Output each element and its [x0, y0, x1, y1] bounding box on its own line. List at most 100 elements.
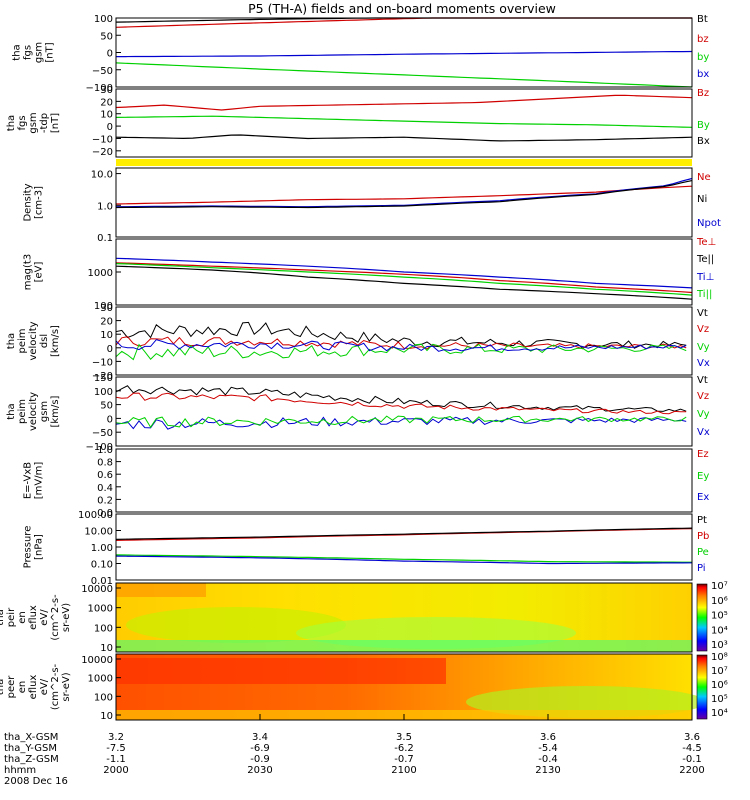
legend-label: Pi [697, 563, 706, 574]
series-black-line [115, 180, 693, 209]
ytick-label: 150 [94, 373, 113, 384]
ytick-label: −20 [92, 371, 113, 382]
ytick-label: 0.6 [97, 470, 113, 481]
colorbar [696, 654, 708, 720]
xtick-label: 2130 [535, 765, 560, 776]
panel-fgs_gsm: Bt bz by bx 100 50 0 −50 −100 tha fgs gsm [nT] [12, 14, 710, 94]
ytick-label: 0 [107, 49, 113, 60]
xtick-label: 3.4 [252, 732, 268, 743]
xtick-label: -7.5 [106, 743, 126, 754]
ylabel: [km/s] [50, 395, 61, 427]
ytick-label: 1.0 [97, 445, 113, 456]
legend-label: Pb [697, 531, 709, 542]
footer-row-label: tha_Y-GSM [4, 743, 57, 754]
legend-label: Vy [697, 409, 710, 420]
ytick-label: 10000 [81, 584, 113, 595]
ytick-label: 100 [94, 623, 113, 634]
ytick-label: 1000 [88, 604, 113, 615]
ytick-label: 1.00 [91, 543, 113, 554]
legend-label: Ey [697, 471, 709, 482]
date-label: 2008 Dec 16 [4, 776, 68, 787]
ytick-label: 10 [100, 643, 113, 654]
panel-density: Ne Ni Npot 10.0 1.0 0.1 Density [cm-3] [23, 167, 721, 244]
ylabel: tha [6, 333, 17, 349]
colorbar-label: 10⁴ [711, 625, 728, 636]
ylabel: tha [12, 44, 23, 60]
legend-label: Vy [697, 342, 710, 353]
legend-label: Vt [697, 375, 708, 386]
series-green-line [115, 415, 687, 429]
ylabel: Pressure [23, 526, 34, 569]
xtick-label: 3.6 [684, 732, 700, 743]
ytick-label: 100 [94, 387, 113, 398]
ytick-label: 1000 [88, 268, 113, 279]
ytick-label: 30 [100, 85, 113, 96]
ylabel: dsl [39, 334, 50, 348]
panel-frame [115, 513, 693, 581]
legend-label: By [697, 120, 710, 131]
heatmap-band [126, 607, 346, 643]
legend-label: by [697, 52, 709, 63]
legend-label: Vz [697, 391, 709, 402]
ylabel: tha [0, 609, 6, 625]
colorbar-label: 10⁸ [711, 652, 728, 663]
ytick-label: 10 [100, 330, 113, 341]
series-red-line [115, 17, 692, 28]
legend-label: Vt [697, 308, 708, 319]
ylabel: [nT] [50, 113, 61, 133]
panel-efield: Ez Ey Ex 1.0 0.80.6 0.40.2 0.0 E=-VxB [mV/m] [23, 445, 710, 519]
series-green-line [115, 554, 692, 563]
ytick-label: 30 [100, 303, 113, 314]
series-green-line [115, 115, 693, 128]
colorbar-label: 10⁵ [711, 611, 728, 622]
panel-peir_eflux: 10⁷ 10⁶ 10⁵ 10⁴ 10³ 10000 1000 100 10 tha peir en ef… [0, 581, 728, 654]
legend-label: Bx [697, 136, 710, 147]
legend-label: Ne [697, 172, 711, 183]
xtick-label: 2030 [247, 765, 272, 776]
series-blue-line [115, 339, 687, 352]
ytick-label: 10.0 [91, 170, 113, 181]
ytick-label: 0.01 [91, 576, 113, 587]
panel-frame [115, 376, 693, 447]
legend-label: Vx [697, 427, 710, 438]
ylabel: [nT] [45, 42, 56, 62]
footer-row-label: tha_X-GSM [4, 732, 58, 743]
legend-label: Ez [697, 449, 709, 460]
legend-label: Te⊥ [696, 237, 716, 248]
colorbar-label: 10⁷ [711, 581, 728, 592]
ylabel: -tdp [39, 113, 50, 133]
series-blue-line [116, 50, 693, 58]
ytick-label: 0 [107, 122, 113, 133]
flag-bar [116, 159, 692, 166]
ytick-label: 0.10 [91, 560, 113, 571]
ylabel: [cm-3] [34, 186, 45, 219]
legend-label: Ti⊥ [696, 272, 714, 283]
colorbar-label: 10⁵ [711, 694, 728, 705]
ylabel: velocity [28, 321, 39, 360]
series-green-line [115, 62, 693, 88]
legend-label: Bt [697, 14, 708, 25]
series-black-line [115, 321, 687, 349]
xtick-label: -0.1 [682, 754, 702, 765]
legend-label: Ex [697, 492, 709, 503]
ytick-label: 0.1 [97, 233, 113, 244]
heatmap-band [116, 583, 206, 597]
panel-peer_eflux: 10⁸ 10⁷ 10⁶ 10⁵ 10⁴ 10000 1000 100 10 tha peer en ef… [0, 652, 728, 722]
panel-frame [115, 448, 693, 513]
series-black-line [115, 265, 693, 300]
colorbar-label: 10⁶ [711, 596, 728, 607]
xtick-label: -1.1 [106, 754, 126, 765]
legend-label: Npot [697, 218, 721, 229]
series-red-line [115, 94, 693, 111]
ylabel: en [17, 681, 28, 694]
ylabel: peim [17, 328, 28, 353]
footer-row-label: hhmm [4, 765, 36, 776]
series-red-line [115, 185, 693, 205]
ytick-label: 20 [100, 317, 113, 328]
ylabel: tha [6, 403, 17, 419]
ylabel: fgs [23, 45, 34, 60]
xtick-label: -6.2 [394, 743, 414, 754]
ytick-label: 10.00 [84, 527, 113, 538]
